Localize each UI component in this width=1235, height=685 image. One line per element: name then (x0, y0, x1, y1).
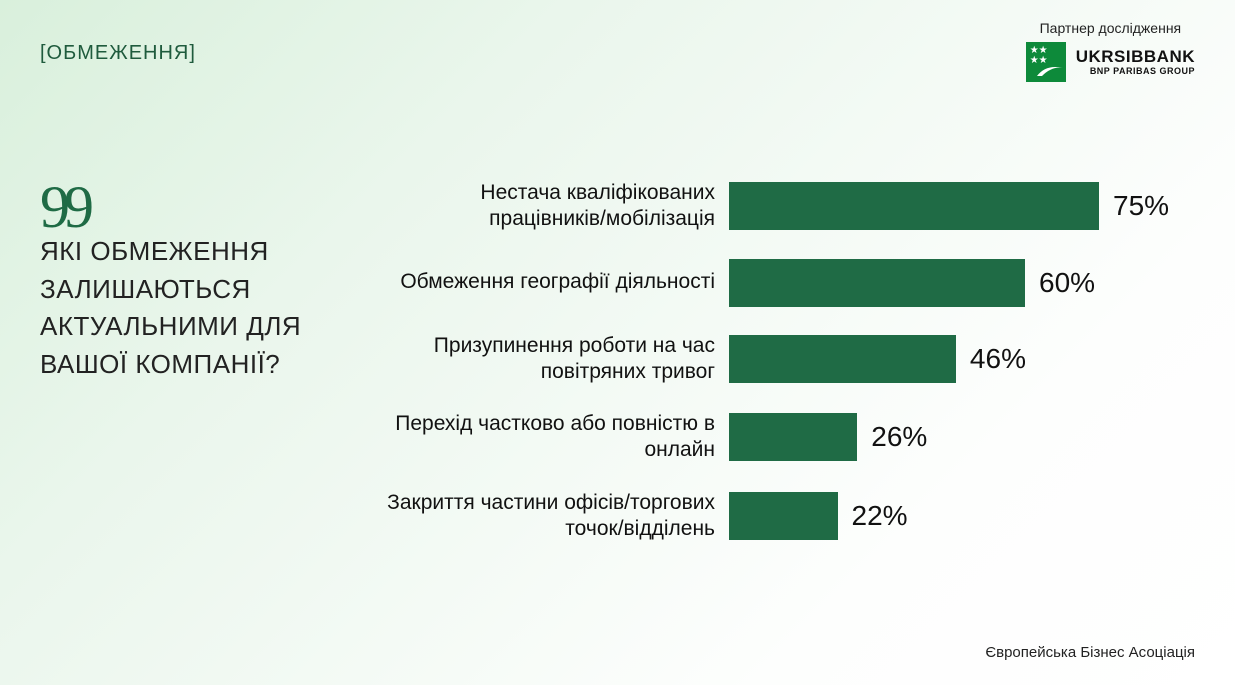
chart-row: Нестача кваліфікованих працівників/мобіл… (385, 180, 1175, 233)
logo-subline: BNP PARIBAS GROUP (1076, 67, 1195, 76)
bar-label: Нестача кваліфікованих працівників/мобіл… (385, 180, 729, 233)
bar (729, 492, 838, 540)
bar (729, 259, 1025, 307)
quote-icon: 99 (40, 195, 340, 219)
bar-area: 26% (729, 413, 1099, 461)
bnp-logo-icon: ★★★★ (1026, 42, 1066, 82)
logo-bank-name: UKRSIBBANK (1076, 48, 1195, 65)
section-label: [ОБМЕЖЕННЯ] (40, 42, 196, 65)
footer-text: Європейська Бізнес Асоціація (985, 644, 1195, 661)
bar-value: 26% (871, 421, 927, 453)
bar (729, 413, 857, 461)
question-text: ЯКІ ОБМЕЖЕННЯ ЗАЛИШАЮТЬСЯ АКТУАЛЬНИМИ ДЛ… (40, 233, 340, 384)
bar-area: 75% (729, 182, 1099, 230)
partner-block: Партнер дослідження ★★★★ UKRSIBBANK BNP … (1026, 20, 1195, 82)
partner-logo: ★★★★ UKRSIBBANK BNP PARIBAS GROUP (1026, 42, 1195, 82)
bar-label: Перехід частково або повністю в онлайн (385, 411, 729, 464)
bar-label: Призупинення роботи на час повітряних тр… (385, 333, 729, 386)
bar-value: 75% (1113, 190, 1169, 222)
chart-row: Обмеження географії діяльності 60% (385, 259, 1175, 307)
logo-text: UKRSIBBANK BNP PARIBAS GROUP (1076, 48, 1195, 76)
chart-row: Перехід частково або повністю в онлайн 26… (385, 411, 1175, 464)
question-block: 99 ЯКІ ОБМЕЖЕННЯ ЗАЛИШАЮТЬСЯ АКТУАЛЬНИМИ… (40, 195, 340, 384)
bar-area: 22% (729, 492, 1099, 540)
bar-label: Обмеження географії діяльності (385, 269, 729, 295)
partner-label: Партнер дослідження (1026, 20, 1195, 36)
chart-row: Закриття частини офісів/торгових точок/в… (385, 490, 1175, 543)
bar-area: 60% (729, 259, 1099, 307)
bar-area: 46% (729, 335, 1099, 383)
chart-row: Призупинення роботи на час повітряних тр… (385, 333, 1175, 386)
bar-value: 46% (970, 343, 1026, 375)
bar (729, 335, 956, 383)
bar-chart: Нестача кваліфікованих працівників/мобіл… (385, 180, 1175, 568)
bar-value: 22% (852, 500, 908, 532)
bar (729, 182, 1099, 230)
page-root: [ОБМЕЖЕННЯ] Партнер дослідження ★★★★ UKR… (0, 0, 1235, 685)
bar-value: 60% (1039, 267, 1095, 299)
bar-label: Закриття частини офісів/торгових точок/в… (385, 490, 729, 543)
